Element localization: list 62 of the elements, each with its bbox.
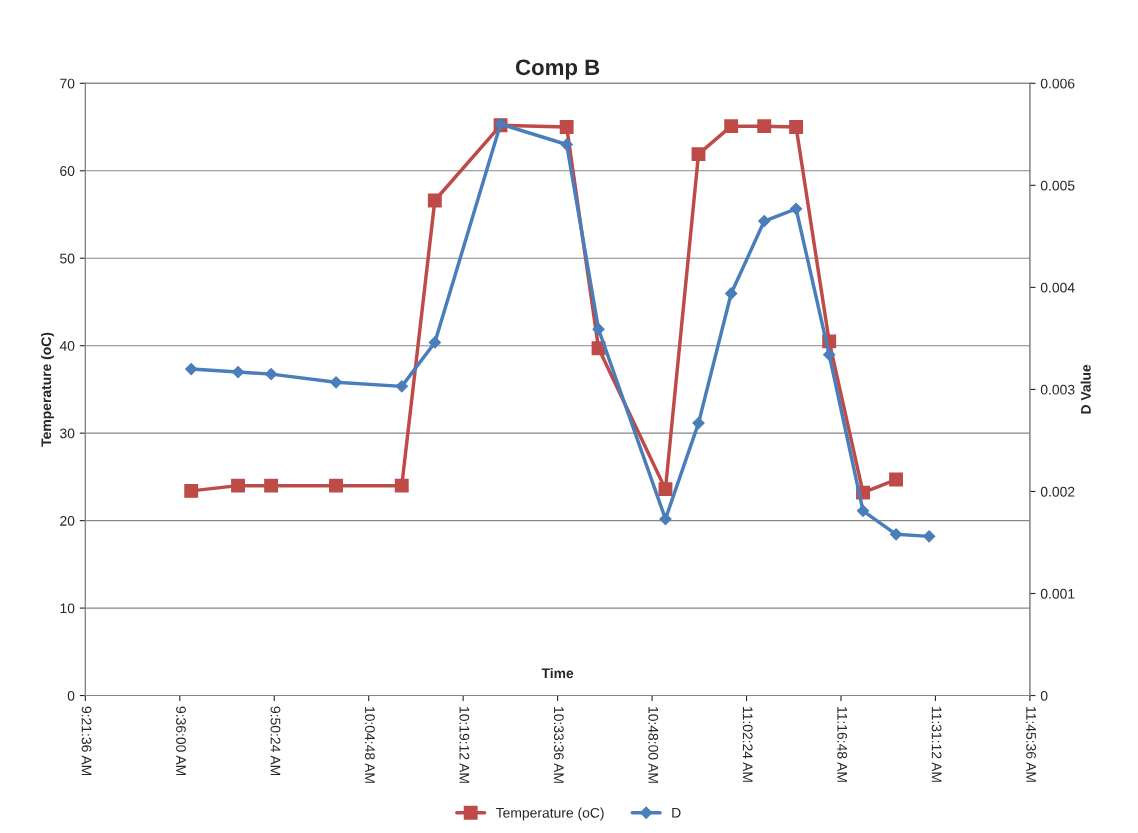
x-tick-label: 10:48:00 AM	[648, 707, 659, 783]
point	[329, 376, 343, 389]
point	[823, 348, 836, 361]
point	[264, 478, 279, 493]
x-tick-label: 10:19:12 AM	[459, 707, 470, 783]
point	[560, 138, 573, 151]
point	[184, 483, 199, 498]
x-tick-label: 10:04:48 AM	[364, 707, 375, 783]
y2-axis-title: D Value	[1080, 364, 1091, 414]
y-tick-label: 40	[59, 341, 75, 351]
x-tick-label: 9:50:24 AM	[270, 706, 281, 776]
point	[789, 120, 804, 134]
point	[559, 120, 574, 134]
x-tick-label: 11:02:24 AM	[742, 707, 753, 782]
x-tick-label: 10:33:36 AM	[553, 707, 564, 783]
point	[889, 472, 904, 487]
point	[757, 119, 772, 134]
point	[428, 336, 441, 349]
point	[790, 202, 803, 215]
y-axis-title: Temperature (oC)	[40, 332, 54, 447]
x-tick-label: 11:31:12 AM	[931, 707, 942, 782]
y2-tick-label: 0.004	[1040, 282, 1075, 293]
point	[231, 365, 245, 379]
y2-tick-label: 0	[1040, 690, 1048, 701]
chart-title: Comp B	[515, 59, 600, 80]
point	[889, 528, 903, 541]
y-tick-label: 10	[60, 603, 75, 614]
y-tick-label: 0	[67, 690, 75, 701]
point	[231, 478, 245, 493]
point	[758, 214, 771, 228]
point	[592, 323, 605, 336]
y2-tick-label: 0.002	[1040, 486, 1075, 497]
y2-tick-label: 0.001	[1040, 588, 1075, 599]
x-tick-label: 11:16:48 AM	[837, 707, 848, 782]
point	[724, 119, 739, 134]
x-tick-label: 11:45:36 AM	[1026, 707, 1036, 782]
y2-tick-label: 0.005	[1040, 180, 1075, 191]
point	[185, 362, 198, 376]
point	[659, 512, 672, 526]
point	[725, 287, 738, 300]
legend-label: Temperature (oC)	[496, 807, 604, 821]
x-tick-label: 9:36:00 AM	[176, 706, 186, 776]
point	[856, 504, 870, 517]
legend-label: D	[672, 808, 681, 818]
y-tick-label: 30	[60, 428, 75, 439]
point	[692, 417, 705, 430]
y-tick-label: 70	[60, 78, 75, 89]
x-tick-label: 9:21:36 AM	[81, 706, 92, 776]
y-tick-label: 50	[60, 253, 75, 264]
point	[923, 530, 936, 543]
y2-tick-label: 0.003	[1040, 384, 1075, 395]
point	[395, 380, 408, 393]
point	[394, 478, 409, 493]
point	[658, 482, 673, 497]
point	[329, 478, 343, 493]
point	[691, 147, 706, 162]
point	[427, 193, 442, 208]
y-tick-label: 20	[60, 515, 75, 526]
x-axis-title: Time	[541, 668, 574, 679]
y-tick-label: 60	[60, 166, 75, 176]
point	[265, 368, 278, 381]
y2-tick-label: 0.006	[1040, 78, 1075, 89]
